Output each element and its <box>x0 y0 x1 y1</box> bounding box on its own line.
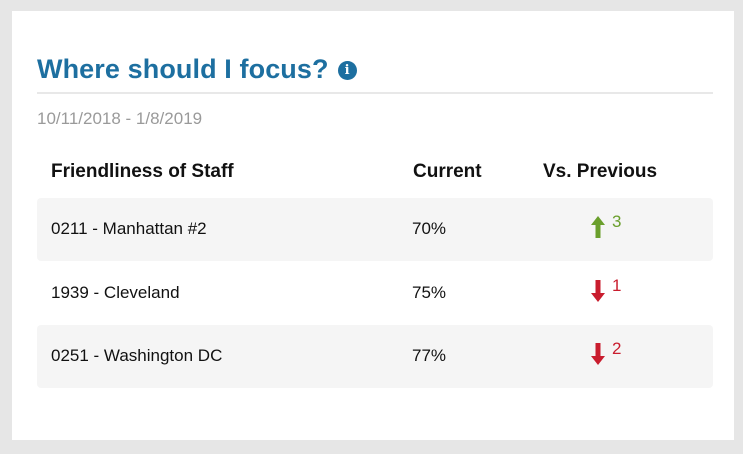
change-value: 2 <box>612 339 622 358</box>
table-row: 0251 - Washington DC 77% 2 <box>37 325 713 388</box>
current-value: 75% <box>411 283 447 302</box>
change-indicator: 2 <box>591 339 621 365</box>
focus-card: Where should I focus? i 10/11/2018 - 1/8… <box>12 11 734 440</box>
arrow-down-icon <box>591 343 605 365</box>
card-header: Where should I focus? i <box>37 54 357 85</box>
table-row: 1939 - Cleveland 75% 1 <box>37 262 713 325</box>
column-header-vs-previous: Vs. Previous <box>543 161 658 182</box>
location-name: 1939 - Cleveland <box>51 283 180 302</box>
header-divider <box>37 92 713 94</box>
location-name: 0251 - Washington DC <box>51 346 223 365</box>
change-indicator: 1 <box>591 276 621 302</box>
current-value: 70% <box>411 219 447 238</box>
column-header-metric: Friendliness of Staff <box>51 161 234 182</box>
table-row: 0211 - Manhattan #2 70% 3 <box>37 198 713 261</box>
info-icon[interactable]: i <box>337 61 357 80</box>
card-title: Where should I focus? <box>37 54 329 84</box>
table-header: Friendliness of Staff Current Vs. Previo… <box>37 161 713 185</box>
change-indicator: 3 <box>591 212 621 238</box>
arrow-up-icon <box>591 216 605 238</box>
change-value: 3 <box>612 212 622 231</box>
current-value: 77% <box>411 346 447 365</box>
location-name: 0211 - Manhattan #2 <box>51 219 207 238</box>
date-range: 10/11/2018 - 1/8/2019 <box>37 109 203 128</box>
column-header-current: Current <box>413 161 482 182</box>
arrow-down-icon <box>591 280 605 302</box>
change-value: 1 <box>612 276 622 295</box>
